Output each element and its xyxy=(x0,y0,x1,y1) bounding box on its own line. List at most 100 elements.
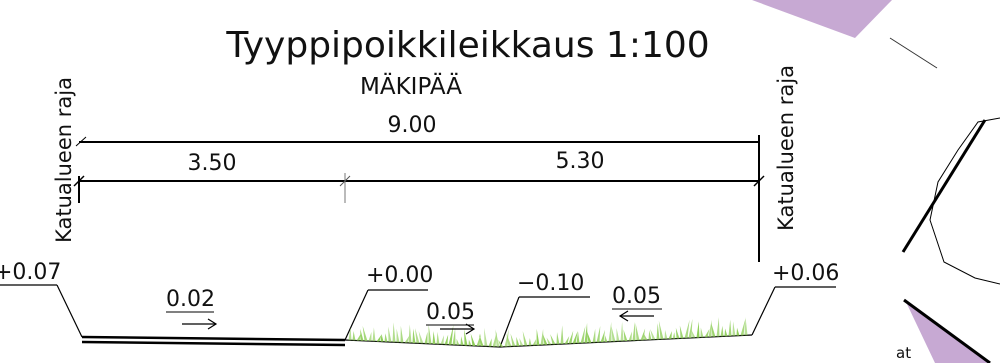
grass-tuft xyxy=(724,328,728,337)
pavement-slope-arrow xyxy=(182,318,218,330)
grass-tuft xyxy=(418,331,424,344)
grass-tuft xyxy=(736,327,740,336)
dimension-tick-total-left xyxy=(75,136,87,147)
grass-tuft xyxy=(708,319,712,337)
grass-tuft xyxy=(380,333,384,342)
grass-tuft xyxy=(728,319,732,337)
grass-tuft xyxy=(510,333,516,347)
grass-tuft xyxy=(540,328,544,345)
elevation-right-leader-diag xyxy=(751,286,776,336)
grass-tuft xyxy=(560,325,564,345)
grass-tuft xyxy=(632,321,636,341)
grass-tuft xyxy=(688,318,693,338)
dimension-tick-left xyxy=(73,175,85,187)
dimension-tick-middle-slash xyxy=(339,175,351,187)
elevation-left-edge: +0.07 xyxy=(0,260,61,285)
grass-slope-left-label: 0.05 xyxy=(426,300,475,325)
grass-tuft xyxy=(448,325,454,345)
grass-tuft xyxy=(684,319,690,339)
grass-tuft xyxy=(572,331,578,344)
grass-tuft xyxy=(384,333,388,342)
grass-tuft xyxy=(635,322,640,341)
dimension-tick-right xyxy=(753,175,765,187)
grass-tuft xyxy=(352,330,356,341)
grass-tuft xyxy=(648,330,652,340)
map-parcel-outline xyxy=(929,117,1000,285)
grass-tuft xyxy=(495,329,500,347)
grass-tuft xyxy=(408,324,412,343)
grass-tuft xyxy=(740,318,746,336)
grass-tuft xyxy=(568,330,574,344)
grass-tuft xyxy=(596,325,601,343)
grass-slope-left-arrow xyxy=(440,323,476,335)
dimension-left-label: 3.50 xyxy=(188,151,237,176)
grass-tuft xyxy=(468,339,472,346)
grass-tuft xyxy=(372,327,376,342)
grass-tuft xyxy=(392,322,396,343)
drawing-title: Tyyppipoikkileikkaus 1:100 xyxy=(225,25,709,66)
grass-tuft xyxy=(584,323,588,343)
grass-tuft xyxy=(556,332,560,345)
grass-tuft xyxy=(576,331,580,344)
grass-tuft xyxy=(388,326,392,343)
grass-tuft xyxy=(536,328,540,346)
grass-tuft xyxy=(664,329,668,340)
grass-tuft xyxy=(672,332,676,339)
grass-tuft xyxy=(484,327,488,347)
map-label: at xyxy=(896,344,911,362)
grass-tuft xyxy=(720,325,724,337)
grass-slope-right-label: 0.05 xyxy=(612,284,661,309)
elevation-ditch: −0.10 xyxy=(517,271,584,296)
grass-tuft xyxy=(440,335,444,345)
grass-tuft xyxy=(506,333,512,347)
grass-tuft xyxy=(452,328,456,345)
pavement-surface xyxy=(81,335,346,342)
grass-slope-right-arrow xyxy=(618,310,654,322)
elevation-left-leader-diag xyxy=(56,284,83,338)
grass-tuft xyxy=(550,334,556,345)
grass-tuft xyxy=(516,336,520,347)
grass-tuft xyxy=(611,326,616,342)
grass-tuft xyxy=(620,321,624,342)
grass-tuft xyxy=(436,331,440,345)
map-purple-area-top xyxy=(752,0,892,38)
grass-tuft xyxy=(528,338,532,346)
pavement-slope-label: 0.02 xyxy=(166,287,215,312)
grass-tuft xyxy=(608,321,612,342)
map-purple-area-bottom xyxy=(906,302,1000,363)
elevation-right-edge: +0.06 xyxy=(772,261,839,286)
grass-tuft xyxy=(600,329,606,343)
grass-tuft xyxy=(360,329,364,341)
grass-tuft xyxy=(640,328,646,341)
grass-tuft xyxy=(668,331,672,339)
grass-tuft xyxy=(658,320,664,340)
street-name: MÄKIPÄÄ xyxy=(360,72,462,100)
grass-tuft xyxy=(456,338,460,346)
grass-tuft xyxy=(675,327,680,339)
elevation-ditch-leader-diag xyxy=(499,296,520,348)
grass-tuft xyxy=(546,337,552,345)
grass-tuft xyxy=(604,335,608,342)
map-boundary-line xyxy=(901,119,987,253)
grass-tuft xyxy=(498,339,504,347)
grass-tuft xyxy=(532,339,537,346)
grass-tuft xyxy=(368,331,372,342)
grass-tuft xyxy=(711,322,716,337)
grass-tuft xyxy=(696,321,700,338)
grass-tuft xyxy=(580,326,586,344)
right-boundary-label: Katualueen raja xyxy=(774,65,798,231)
grass-tuft xyxy=(415,328,420,344)
grass-tuft xyxy=(691,330,696,338)
grass-tuft xyxy=(479,333,484,347)
grass-texture xyxy=(348,317,748,347)
grass-tuft xyxy=(700,327,704,338)
left-boundary-label: Katualueen raja xyxy=(52,77,76,243)
grass-tuft xyxy=(586,330,592,343)
grass-tuft xyxy=(679,325,684,339)
grass-tuft xyxy=(522,331,528,346)
grass-tuft xyxy=(716,317,720,337)
dimension-total-label: 9.00 xyxy=(388,113,437,138)
grass-tuft xyxy=(470,333,476,346)
grass-tuft xyxy=(464,329,468,346)
